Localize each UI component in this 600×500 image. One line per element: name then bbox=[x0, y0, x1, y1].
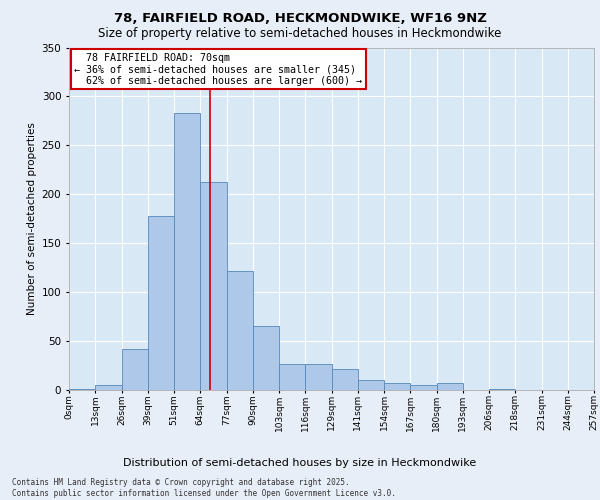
Bar bbox=[121, 349, 148, 390]
Bar bbox=[384, 383, 410, 390]
Bar bbox=[410, 385, 437, 390]
Bar bbox=[95, 385, 121, 390]
Bar bbox=[148, 216, 174, 390]
Text: 78 FAIRFIELD ROAD: 70sqm
← 36% of semi-detached houses are smaller (345)
  62% o: 78 FAIRFIELD ROAD: 70sqm ← 36% of semi-d… bbox=[74, 52, 362, 86]
Bar bbox=[174, 113, 200, 390]
Bar bbox=[253, 326, 279, 390]
Bar bbox=[489, 389, 515, 390]
Bar bbox=[437, 383, 463, 390]
Bar bbox=[69, 389, 95, 390]
Bar bbox=[279, 364, 305, 390]
Text: Size of property relative to semi-detached houses in Heckmondwike: Size of property relative to semi-detach… bbox=[98, 28, 502, 40]
Bar bbox=[358, 380, 384, 390]
Bar bbox=[200, 182, 227, 390]
Text: 78, FAIRFIELD ROAD, HECKMONDWIKE, WF16 9NZ: 78, FAIRFIELD ROAD, HECKMONDWIKE, WF16 9… bbox=[113, 12, 487, 26]
Bar bbox=[305, 364, 331, 390]
Bar bbox=[227, 270, 253, 390]
Y-axis label: Number of semi-detached properties: Number of semi-detached properties bbox=[28, 122, 37, 315]
Text: Distribution of semi-detached houses by size in Heckmondwike: Distribution of semi-detached houses by … bbox=[124, 458, 476, 468]
Text: Contains HM Land Registry data © Crown copyright and database right 2025.
Contai: Contains HM Land Registry data © Crown c… bbox=[12, 478, 396, 498]
Bar bbox=[331, 370, 358, 390]
